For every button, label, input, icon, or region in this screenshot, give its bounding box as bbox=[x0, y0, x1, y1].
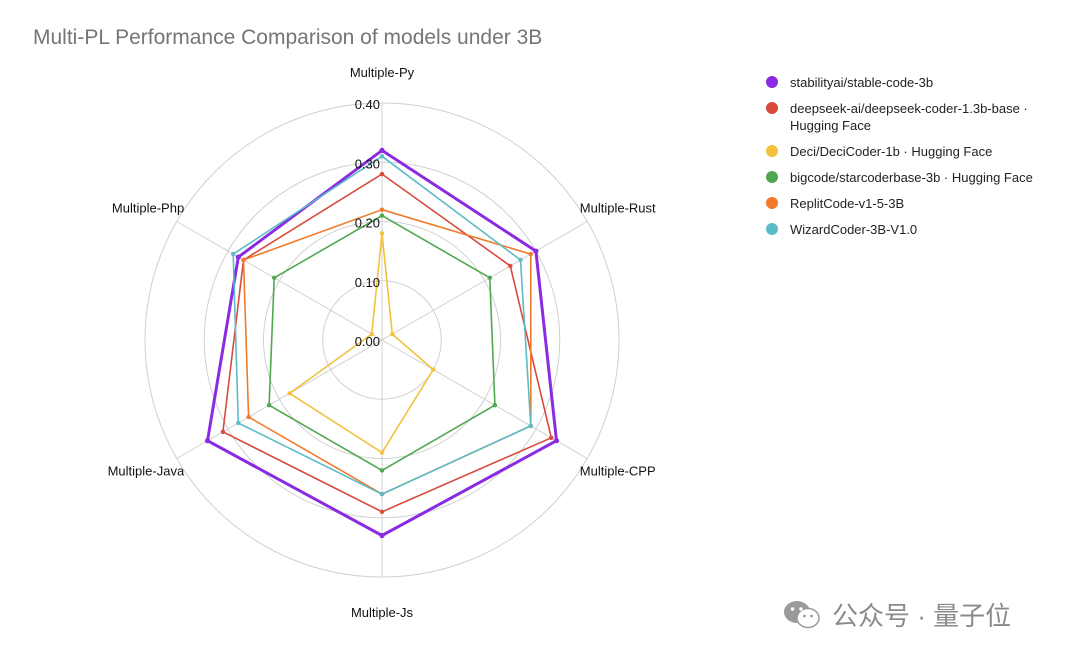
legend-label-4: ReplitCode-v1-5-3B bbox=[790, 196, 905, 211]
legend-item-0[interactable]: stabilityai/stable-code-3b bbox=[766, 74, 1036, 91]
axis-label-0: Multiple-Py bbox=[350, 65, 415, 80]
axis-label-2: Multiple-CPP bbox=[580, 464, 656, 479]
data-point-1-4 bbox=[220, 429, 226, 434]
axis-spoke-5 bbox=[176, 221, 383, 341]
data-point-5-4 bbox=[236, 420, 241, 426]
data-point-1-2 bbox=[549, 435, 554, 440]
wechat-icon bbox=[784, 600, 820, 628]
chart-legend: stabilityai/stable-code-3b deepseek-ai/de… bbox=[766, 74, 1036, 247]
radar-chart: 0.00 0.10 0.20 0.30 0.40 Multiple-Py Multiple-… bbox=[108, 65, 656, 620]
data-point-3-0 bbox=[379, 213, 385, 218]
data-point-3-3 bbox=[379, 468, 385, 473]
data-point-3-4 bbox=[266, 403, 272, 408]
legend-item-2[interactable]: Deci/DeciCoder-1b · Hugging Face bbox=[766, 143, 1036, 160]
legend-item-4[interactable]: ReplitCode-v1-5-3B bbox=[766, 195, 1036, 212]
data-point-2-1 bbox=[390, 331, 395, 337]
data-point-4-4 bbox=[246, 414, 251, 420]
data-point-0-5 bbox=[235, 254, 241, 260]
data-point-2-2 bbox=[431, 367, 436, 372]
watermark: 公众号 · 量子位 bbox=[782, 596, 1011, 633]
data-point-5-2 bbox=[528, 423, 533, 429]
axis-label-3: Multiple-Js bbox=[351, 605, 414, 620]
data-point-0-2 bbox=[553, 438, 560, 444]
legend-label-5: WizardCoder-3B-V1.0 bbox=[790, 222, 918, 237]
data-point-2-0 bbox=[379, 231, 385, 236]
legend-marker-5 bbox=[766, 223, 778, 235]
legend-item-5[interactable]: WizardCoder-3B-V1.0 bbox=[766, 221, 1036, 238]
legend-item-1[interactable]: deepseek-ai/deepseek-coder-1.3b-base · H… bbox=[766, 100, 1036, 134]
data-point-5-5 bbox=[231, 251, 236, 257]
data-point-2-3 bbox=[379, 450, 385, 455]
data-point-3-5 bbox=[272, 275, 277, 280]
axis-label-1: Multiple-Rust bbox=[580, 201, 656, 216]
radar-labels: 0.00 0.10 0.20 0.30 0.40 Multiple-Py Multiple-… bbox=[108, 65, 656, 620]
axis-spoke-4 bbox=[176, 339, 383, 459]
radar-series bbox=[204, 147, 560, 539]
legend-label-0: stabilityai/stable-code-3b bbox=[790, 75, 934, 90]
data-point-1-1 bbox=[508, 263, 513, 269]
legend-marker-3 bbox=[766, 171, 778, 183]
data-point-1-3 bbox=[379, 509, 385, 514]
legend-marker-2 bbox=[766, 145, 778, 157]
data-point-4-0 bbox=[379, 207, 385, 212]
chart-title: Multi-PL Performance Comparison of model… bbox=[33, 26, 543, 49]
data-point-5-0 bbox=[379, 154, 385, 159]
data-point-0-4 bbox=[204, 438, 211, 444]
legend-marker-4 bbox=[766, 197, 778, 209]
legend-marker-0 bbox=[766, 76, 778, 88]
legend-marker-1 bbox=[766, 102, 778, 114]
data-point-1-0 bbox=[379, 171, 385, 177]
legend-label-3: bigcode/starcoderbase-3b · Hugging Face bbox=[790, 170, 1033, 185]
data-point-4-1 bbox=[528, 251, 533, 257]
data-point-2-4 bbox=[287, 391, 292, 396]
tick-label-0: 0.00 bbox=[355, 334, 380, 349]
axis-label-4: Multiple-Java bbox=[108, 464, 185, 479]
axis-label-5: Multiple-Php bbox=[112, 201, 184, 216]
legend-label-1: deepseek-ai/deepseek-coder-1.3b-base · H… bbox=[790, 101, 1028, 133]
tick-label-4: 0.40 bbox=[355, 97, 380, 112]
data-point-0-0 bbox=[379, 147, 385, 153]
axis-spoke-1 bbox=[381, 221, 588, 341]
data-point-2-5 bbox=[369, 331, 374, 337]
tick-label-3: 0.30 bbox=[355, 156, 380, 171]
data-point-3-2 bbox=[492, 403, 498, 408]
data-point-0-1 bbox=[533, 248, 539, 254]
data-point-3-1 bbox=[487, 275, 492, 280]
data-point-4-5 bbox=[241, 257, 246, 263]
legend-item-3[interactable]: bigcode/starcoderbase-3b · Hugging Face bbox=[766, 169, 1036, 186]
legend-label-2: Deci/DeciCoder-1b · Hugging Face bbox=[790, 144, 993, 159]
series-line-4 bbox=[242, 208, 532, 495]
watermark-text: 公众号 · 量子位 bbox=[832, 601, 1012, 631]
data-point-5-3 bbox=[379, 491, 385, 497]
data-point-5-1 bbox=[518, 257, 523, 263]
tick-label-2: 0.20 bbox=[355, 216, 380, 231]
tick-label-1: 0.10 bbox=[355, 275, 380, 290]
data-point-0-3 bbox=[379, 532, 385, 539]
